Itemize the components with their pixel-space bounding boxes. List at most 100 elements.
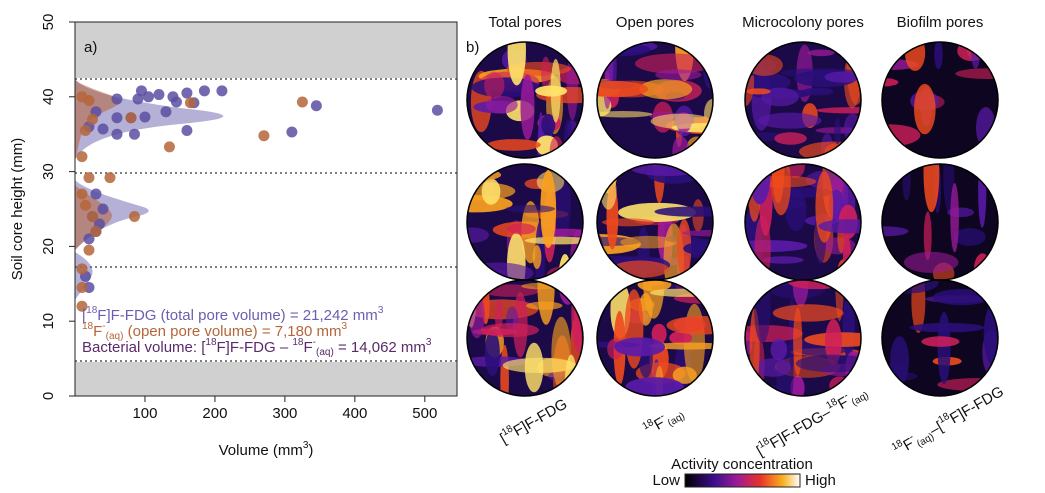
heatmap-blob: [834, 117, 841, 145]
heatmap-blob: [824, 71, 861, 83]
text-run: (aq): [106, 331, 124, 342]
y-tick-label: 50: [40, 14, 57, 31]
heatmap-blob: [983, 302, 998, 367]
text-run: 18: [824, 396, 840, 411]
text-run: 18: [86, 305, 98, 316]
point: [76, 263, 88, 275]
point: [97, 123, 109, 135]
section-dividers: [75, 78, 457, 362]
heatmap-blob: [507, 223, 536, 235]
heatmap-blob: [467, 227, 490, 243]
heatmap-blob: [532, 245, 542, 270]
heatmap-blob: [882, 124, 921, 147]
heatmap-rim: [881, 41, 999, 159]
y-axis-title: Soil core height (mm): [9, 138, 26, 281]
heatmap-blob: [770, 338, 788, 361]
text-run: -: [658, 411, 666, 422]
text-run: F: [303, 339, 312, 356]
point: [286, 126, 298, 138]
excluded-band: [75, 362, 457, 396]
heatmap-blob: [666, 316, 713, 335]
point: [79, 199, 91, 211]
text-run: (aq): [850, 390, 871, 408]
text-run: -: [313, 337, 316, 348]
heatmap-blob: [745, 42, 775, 55]
heatmap-blob: [976, 265, 984, 280]
text-run: 18: [500, 423, 516, 438]
heatmap-blob: [569, 42, 583, 73]
heatmap-blob: [524, 236, 583, 245]
point: [310, 100, 322, 112]
point: [90, 188, 102, 200]
heatmap-blob: [815, 171, 834, 243]
heatmap-blob: [480, 323, 539, 338]
heatmap-blob: [793, 307, 803, 376]
heatmap-blob: [507, 42, 526, 86]
text-run: F]F-FDG (total pore volume) = 21,242 mm: [97, 307, 378, 324]
heatmap-blob: [669, 331, 693, 345]
heatmap-blob: [600, 172, 617, 210]
column-title: Open pores: [616, 14, 694, 31]
x-tick-label: 400: [342, 405, 367, 422]
y-tick-label: 0: [40, 392, 57, 400]
heatmap-blob: [624, 289, 644, 369]
point: [128, 210, 140, 222]
point: [76, 151, 88, 163]
heatmap-blob: [745, 72, 791, 93]
heatmap-blob: [816, 107, 861, 114]
heatmap-blob: [955, 68, 998, 80]
point: [83, 233, 95, 245]
annotation: 18F-(aq) (open pore volume) = 7,180 mm3: [82, 321, 347, 342]
point: [184, 97, 196, 109]
heatmap: [467, 42, 583, 158]
heatmap-blob: [758, 112, 822, 129]
point: [198, 85, 210, 97]
point: [142, 91, 154, 103]
text-run: F: [900, 435, 916, 454]
point: [90, 225, 102, 237]
heatmap-blob: [923, 211, 932, 261]
y-tick-label: 20: [40, 238, 57, 255]
heatmap-blob: [505, 204, 556, 213]
heatmap-blob: [535, 85, 568, 97]
heatmap-blob: [654, 206, 713, 217]
point: [128, 128, 140, 140]
heatmap-blob: [823, 151, 861, 158]
point: [258, 130, 270, 142]
heatmap-blob: [761, 87, 799, 107]
text-run: 18: [890, 437, 906, 452]
heatmap-blob: [914, 83, 936, 135]
heatmap-blob: [484, 71, 505, 99]
heatmap-rim: [466, 41, 584, 159]
heatmap-rim: [596, 279, 714, 397]
x-tick-label: 300: [272, 405, 297, 422]
heatmap-blob: [829, 376, 851, 395]
heatmap-blob: [754, 215, 771, 280]
text-run: 18: [82, 321, 94, 332]
x-tick-label: 100: [132, 405, 157, 422]
heatmap-blob: [597, 80, 649, 98]
heatmap-blob: [795, 354, 861, 373]
heatmap-blob: [882, 363, 907, 372]
point: [163, 141, 175, 153]
heatmap-rim: [596, 41, 714, 159]
point: [111, 93, 123, 105]
heatmap-rim: [466, 279, 584, 397]
heatmap-blob: [487, 139, 541, 151]
heatmap-blob: [546, 266, 576, 280]
text-run: 3: [426, 337, 432, 348]
heatmap-blob: [597, 43, 651, 57]
heatmap-blob: [611, 260, 670, 278]
heatmap-blob: [541, 56, 551, 90]
x-tick-label: 500: [412, 405, 437, 422]
heatmap-blob: [921, 336, 960, 347]
text-run: F: [835, 394, 851, 413]
column-title: Microcolony pores: [742, 14, 864, 31]
heatmap-blob: [843, 262, 855, 280]
heatmap-blob: [762, 256, 804, 264]
heatmap: [882, 42, 998, 158]
text-run: F]F-FDG: [510, 395, 570, 439]
point: [181, 124, 193, 136]
heatmap-blob: [467, 168, 474, 190]
